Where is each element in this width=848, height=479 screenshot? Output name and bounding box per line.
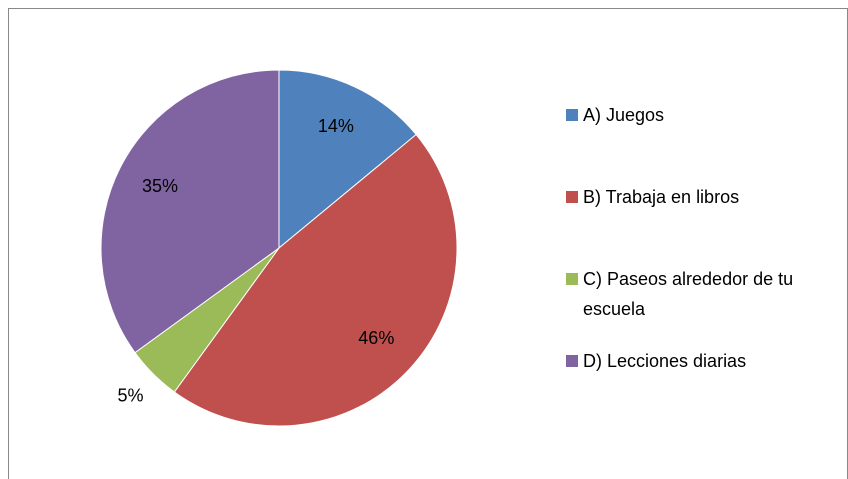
data-label: 5%: [117, 385, 143, 405]
legend-swatch: [566, 355, 578, 367]
legend-label: C) Paseos alrededor de tu escuela: [583, 269, 794, 319]
legend-swatch: [566, 109, 578, 121]
legend-item: C) Paseos alrededor de tu escuela: [566, 264, 828, 324]
legend-label: A) Juegos: [583, 105, 665, 125]
legend-item: A) Juegos: [566, 100, 828, 130]
legend-item: D) Lecciones diarias: [566, 346, 828, 376]
legend-swatch: [566, 273, 578, 285]
data-label: 46%: [358, 328, 394, 348]
data-label: 35%: [142, 176, 178, 196]
legend-item: B) Trabaja en libros: [566, 182, 828, 212]
pie-slice: [173, 133, 458, 427]
pie-slice: [100, 69, 280, 354]
legend-swatch: [566, 191, 578, 203]
data-label: 14%: [318, 116, 354, 136]
legend: A) Juegos B) Trabaja en libros C) Paseos a…: [566, 100, 828, 428]
legend-label: D) Lecciones diarias: [583, 351, 747, 371]
legend-label: B) Trabaja en libros: [583, 187, 740, 207]
pie-slice: [278, 69, 417, 250]
